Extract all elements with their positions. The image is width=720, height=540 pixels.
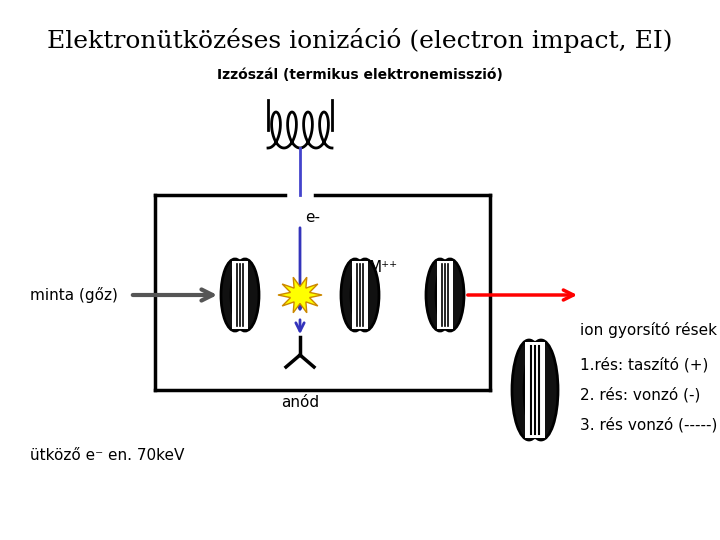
Text: ütköző e⁻ en. 70keV: ütköző e⁻ en. 70keV: [30, 448, 184, 462]
Bar: [437, 261, 453, 329]
Polygon shape: [278, 277, 322, 313]
Text: minta (gőz): minta (gőz): [30, 287, 118, 303]
Text: M⁺⁺: M⁺⁺: [368, 260, 397, 274]
Text: 2. rés: vonzó (-): 2. rés: vonzó (-): [580, 387, 701, 403]
Ellipse shape: [512, 340, 546, 440]
Ellipse shape: [231, 259, 259, 331]
Text: e-: e-: [305, 210, 320, 225]
Ellipse shape: [436, 259, 464, 331]
Bar: [525, 342, 545, 438]
Bar: [232, 261, 248, 329]
Text: Izzószál (termikus elektronemisszió): Izzószál (termikus elektronemisszió): [217, 68, 503, 82]
Ellipse shape: [221, 259, 249, 331]
Text: 1.rés: taszító (+): 1.rés: taszító (+): [580, 357, 708, 373]
Bar: [352, 261, 368, 329]
Text: 3. rés vonzó (-----): 3. rés vonzó (-----): [580, 417, 717, 433]
Ellipse shape: [341, 259, 369, 331]
Text: anód: anód: [281, 395, 319, 410]
Ellipse shape: [524, 340, 558, 440]
Text: ion gyorsító rések: ion gyorsító rések: [580, 322, 717, 338]
Ellipse shape: [426, 259, 454, 331]
Text: Elektronütközéses ionizáció (electron impact, EI): Elektronütközéses ionizáció (electron im…: [48, 28, 672, 53]
Ellipse shape: [351, 259, 379, 331]
